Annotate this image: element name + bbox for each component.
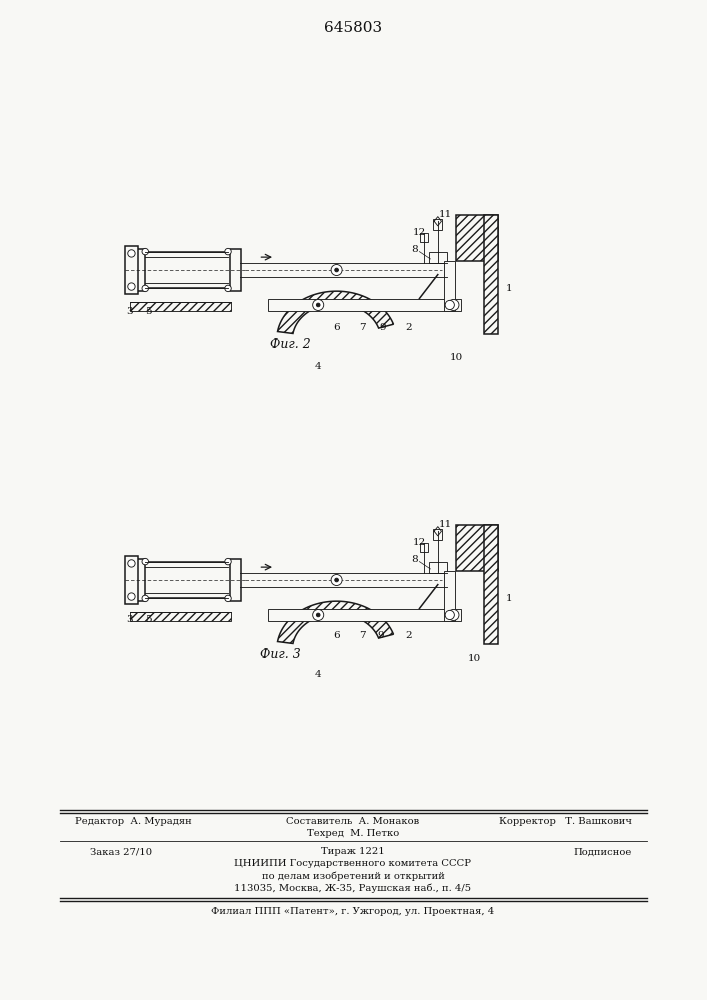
Bar	[433, 219, 443, 230]
Bar	[268, 609, 461, 621]
Text: 5: 5	[145, 307, 151, 316]
Circle shape	[225, 248, 231, 255]
Bar	[421, 543, 428, 552]
Circle shape	[331, 574, 342, 586]
Circle shape	[128, 593, 135, 600]
Circle shape	[448, 299, 459, 310]
Circle shape	[312, 299, 324, 310]
Text: 7: 7	[359, 323, 366, 332]
Circle shape	[331, 264, 342, 276]
Bar	[129, 612, 230, 621]
Bar	[456, 215, 498, 261]
Text: 645803: 645803	[324, 21, 382, 35]
Circle shape	[334, 578, 339, 582]
Circle shape	[142, 248, 148, 255]
Circle shape	[128, 250, 135, 257]
Bar	[444, 571, 455, 621]
Text: 10: 10	[468, 654, 481, 663]
Bar	[456, 525, 498, 571]
Bar	[125, 556, 138, 604]
Text: 3: 3	[127, 307, 133, 316]
Circle shape	[316, 613, 320, 617]
Text: 3: 3	[127, 615, 133, 624]
Text: Техред  М. Петко: Техред М. Петко	[307, 828, 399, 838]
Circle shape	[128, 560, 135, 567]
Circle shape	[448, 609, 459, 620]
Text: 12: 12	[413, 228, 426, 237]
Bar	[134, 249, 145, 291]
Text: по делам изобретений и открытий: по делам изобретений и открытий	[262, 871, 445, 881]
Text: Фиг. 3: Фиг. 3	[259, 648, 300, 662]
Bar	[484, 525, 498, 644]
Circle shape	[142, 595, 148, 602]
Text: Тираж 1221: Тираж 1221	[321, 848, 385, 856]
Text: Составитель  А. Монаков: Составитель А. Монаков	[286, 816, 419, 826]
Bar	[444, 261, 455, 311]
Circle shape	[142, 558, 148, 565]
Text: Редактор  А. Мурадян: Редактор А. Мурадян	[75, 816, 192, 826]
Text: Фиг. 2: Фиг. 2	[269, 338, 310, 352]
Circle shape	[128, 283, 135, 290]
Text: 1: 1	[506, 594, 512, 603]
Polygon shape	[278, 291, 394, 333]
Bar	[484, 215, 498, 334]
Circle shape	[225, 285, 231, 292]
Bar	[230, 559, 241, 601]
Text: 4: 4	[315, 362, 322, 371]
Circle shape	[316, 303, 320, 307]
Bar	[421, 233, 428, 242]
Circle shape	[445, 610, 455, 620]
Text: 6: 6	[333, 323, 340, 332]
Circle shape	[334, 268, 339, 272]
Circle shape	[445, 300, 455, 310]
Text: Корректор   Т. Вашкович: Корректор Т. Вашкович	[499, 816, 632, 826]
Circle shape	[312, 609, 324, 620]
Text: 8: 8	[411, 555, 418, 564]
Text: 7: 7	[359, 631, 366, 640]
Polygon shape	[278, 601, 394, 643]
Text: 5: 5	[145, 615, 151, 624]
Bar	[144, 252, 230, 288]
Bar	[428, 252, 447, 263]
Bar	[428, 562, 447, 573]
Bar	[268, 299, 461, 311]
Text: 1: 1	[506, 284, 512, 293]
Circle shape	[225, 595, 231, 602]
Text: Заказ 27/10: Заказ 27/10	[90, 848, 152, 856]
Text: 6: 6	[333, 631, 340, 640]
Bar	[134, 559, 145, 601]
Bar	[125, 246, 138, 294]
Text: 8: 8	[411, 245, 418, 254]
Text: 9: 9	[378, 631, 384, 640]
Bar	[230, 249, 241, 291]
Text: 113035, Москва, Ж-35, Раушская наб., п. 4/5: 113035, Москва, Ж-35, Раушская наб., п. …	[235, 883, 472, 893]
Text: Филиал ППП «Патент», г. Ужгород, ул. Проектная, 4: Филиал ППП «Патент», г. Ужгород, ул. Про…	[211, 906, 495, 916]
Text: 11: 11	[438, 210, 452, 219]
Circle shape	[225, 558, 231, 565]
Text: 10: 10	[450, 353, 463, 362]
Bar	[129, 302, 230, 311]
Bar	[433, 529, 443, 540]
Text: 9: 9	[379, 323, 386, 332]
Text: 4: 4	[315, 670, 322, 679]
Circle shape	[142, 285, 148, 292]
Text: 12: 12	[413, 538, 426, 547]
Text: 2: 2	[405, 631, 411, 640]
Text: 11: 11	[438, 520, 452, 529]
Bar	[144, 562, 230, 598]
Text: ЦНИИПИ Государственного комитета СССР: ЦНИИПИ Государственного комитета СССР	[235, 859, 472, 868]
Text: 2: 2	[405, 323, 411, 332]
Text: Подписное: Подписное	[573, 848, 632, 856]
